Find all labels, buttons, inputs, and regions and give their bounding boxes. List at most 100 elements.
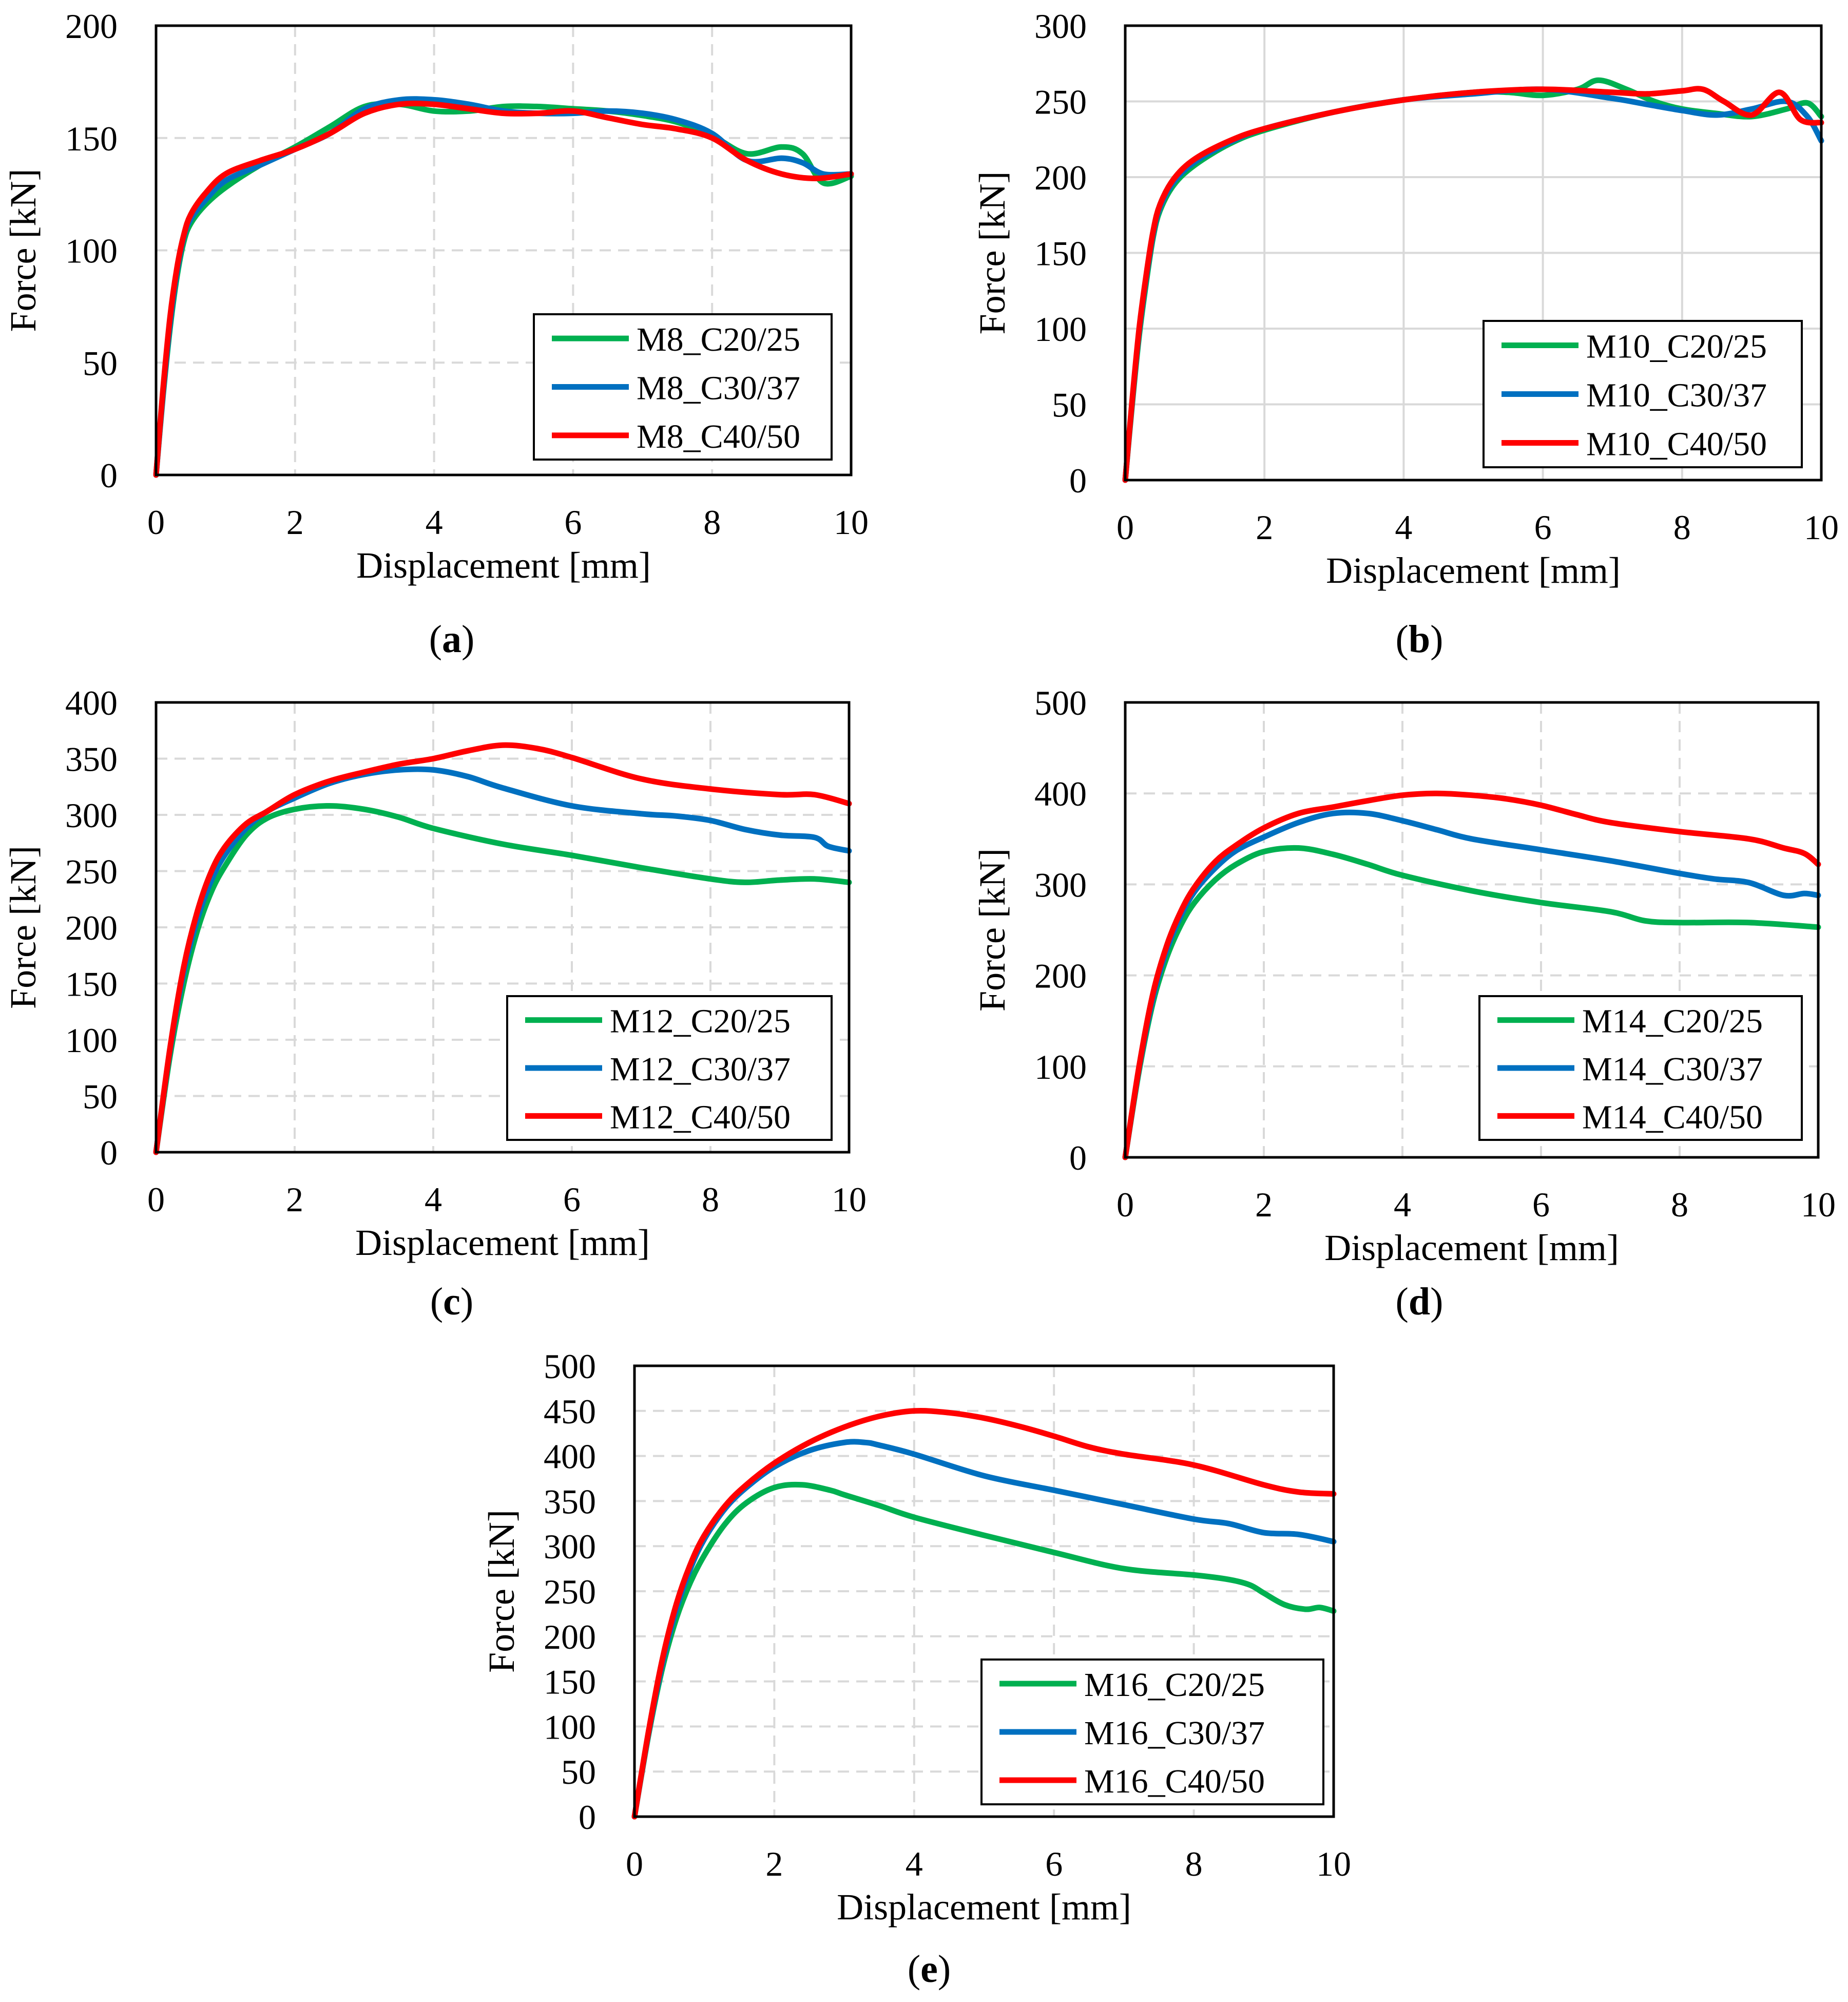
y-tick-label: 50 (561, 1752, 596, 1791)
panel-label: (c) (430, 1280, 473, 1323)
plot-area-frame (155, 24, 853, 476)
y-tick-label: 350 (544, 1482, 596, 1521)
y-tick-label: 0 (100, 456, 118, 495)
y-tick-label: 150 (65, 119, 118, 158)
legend-label: M12_C30/37 (610, 1051, 791, 1088)
y-tick-label: 150 (65, 965, 118, 1004)
y-tick-label: 250 (1034, 83, 1087, 122)
x-tick-label: 2 (286, 1180, 303, 1219)
legend-label: M10_C40/50 (1586, 426, 1767, 463)
y-tick-label: 50 (83, 1077, 118, 1116)
y-tick-label: 350 (65, 740, 118, 779)
series-line-M8_C40/50 (153, 100, 854, 478)
x-tick-label: 10 (832, 1180, 867, 1219)
y-tick-label: 500 (1034, 683, 1087, 722)
x-tick-label: 8 (1673, 508, 1691, 547)
x-tick-label: 6 (1045, 1844, 1063, 1883)
x-tick-label: 0 (147, 1180, 165, 1219)
y-tick-label: 300 (1034, 7, 1087, 46)
y-tick-label: 300 (1034, 865, 1087, 904)
x-tick-label: 8 (702, 1180, 719, 1219)
y-axis-label: Force [kN] (3, 169, 44, 332)
y-tick-label: 100 (65, 232, 118, 271)
y-tick-label: 100 (1034, 310, 1087, 349)
y-tick-label: 300 (544, 1527, 596, 1566)
x-axis-label: Displacement [mm] (1324, 1227, 1619, 1268)
legend: M14_C20/25 M14_C30/37 M14_C40/50 (1478, 995, 1803, 1141)
x-tick-label: 6 (1532, 1185, 1550, 1224)
y-tick-label: 300 (65, 796, 118, 835)
y-tick-label: 50 (1052, 386, 1087, 425)
series-line-M12_C40/50 (153, 742, 852, 1155)
legend-label: M14_C20/25 (1582, 1003, 1763, 1040)
x-tick-label: 6 (564, 503, 582, 542)
series-line-M16_C40/50 (631, 1407, 1337, 1820)
legend: M12_C20/25 M12_C30/37 M12_C40/50 (506, 995, 833, 1141)
x-axis-label: Displacement [mm] (1326, 550, 1621, 591)
x-tick-label: 10 (1804, 508, 1839, 547)
x-tick-label: 8 (703, 503, 721, 542)
y-axis-label: Force [kN] (972, 848, 1013, 1012)
series-line-M12_C20/25 (153, 803, 852, 1155)
x-tick-label: 0 (626, 1844, 643, 1883)
y-tick-label: 400 (1034, 774, 1087, 813)
y-tick-label: 450 (544, 1392, 596, 1431)
x-tick-label: 4 (426, 503, 443, 542)
legend-label: M10_C20/25 (1586, 328, 1767, 366)
panel-label: (b) (1396, 618, 1443, 661)
legend: M8_C20/25 M8_C30/37 M8_C40/50 (533, 313, 833, 461)
y-tick-label: 100 (65, 1021, 118, 1060)
panel-label: (a) (429, 618, 475, 661)
chart-panel-e: 0 2 4 6 8 10050100150200250300350400450500Dis… (481, 1347, 1351, 1991)
y-tick-label: 0 (1069, 461, 1087, 500)
legend-label: M8_C30/37 (637, 370, 800, 407)
x-tick-label: 4 (1394, 1185, 1411, 1224)
x-tick-label: 8 (1671, 1185, 1688, 1224)
plot-area-frame (1124, 701, 1820, 1159)
y-tick-label: 400 (65, 683, 118, 722)
y-tick-label: 0 (1069, 1138, 1087, 1177)
y-tick-label: 200 (65, 7, 118, 46)
legend-label: M12_C40/50 (610, 1098, 791, 1136)
legend-label: M12_C20/25 (610, 1003, 791, 1040)
legend-label: M10_C30/37 (1586, 377, 1767, 414)
y-tick-label: 250 (544, 1572, 596, 1611)
chart-panel-c: 0 2 4 6 8 10050100150200250300350400Displacem… (3, 683, 867, 1323)
y-axis-label: Force [kN] (3, 846, 44, 1009)
x-axis-label: Displacement [mm] (837, 1886, 1131, 1928)
series-line-M10_C40/50 (1122, 86, 1824, 483)
y-tick-label: 250 (65, 852, 118, 891)
y-tick-label: 50 (83, 344, 118, 383)
x-tick-label: 10 (834, 503, 869, 542)
x-tick-label: 6 (1534, 508, 1552, 547)
legend-label: M14_C40/50 (1582, 1098, 1763, 1136)
x-tick-label: 0 (147, 503, 165, 542)
plot-area-frame (633, 1364, 1335, 1818)
x-tick-label: 4 (1395, 508, 1412, 547)
y-tick-label: 200 (1034, 957, 1087, 996)
legend-label: M16_C40/50 (1084, 1763, 1265, 1800)
legend: M10_C20/25 M10_C30/37 M10_C40/50 (1483, 320, 1803, 468)
y-tick-label: 0 (100, 1133, 118, 1172)
x-axis-label: Displacement [mm] (356, 545, 651, 586)
legend: M16_C20/25 M16_C30/37 M16_C40/50 (980, 1658, 1324, 1805)
y-tick-label: 400 (544, 1437, 596, 1476)
plot-area-frame (1124, 24, 1823, 482)
x-tick-label: 2 (286, 503, 304, 542)
x-tick-label: 10 (1801, 1185, 1836, 1224)
y-tick-label: 150 (1034, 234, 1087, 273)
y-tick-label: 200 (65, 908, 118, 947)
y-tick-label: 0 (579, 1798, 596, 1837)
x-axis-label: Displacement [mm] (355, 1222, 650, 1263)
y-tick-label: 200 (544, 1617, 596, 1656)
x-tick-label: 2 (1255, 1185, 1273, 1224)
series-line-M14_C40/50 (1122, 790, 1821, 1160)
x-tick-label: 2 (765, 1844, 783, 1883)
series-line-M16_C20/25 (631, 1481, 1337, 1820)
x-tick-label: 4 (425, 1180, 442, 1219)
panel-label: (e) (908, 1948, 951, 1991)
y-tick-label: 150 (544, 1663, 596, 1702)
